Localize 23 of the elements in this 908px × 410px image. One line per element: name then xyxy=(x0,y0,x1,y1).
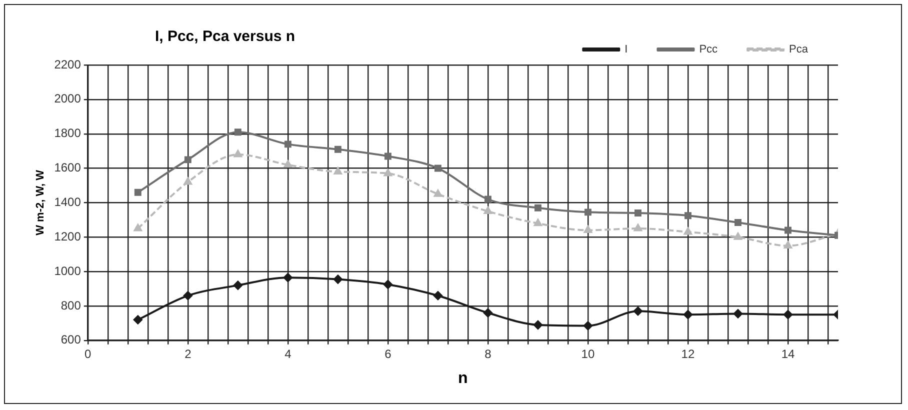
legend-label: I xyxy=(624,44,628,56)
y-tick-label: 1200 xyxy=(54,229,82,244)
x-tick-label: 2 xyxy=(184,346,192,361)
y-tick-label: 600 xyxy=(60,332,82,347)
legend-label: Pca xyxy=(789,44,809,56)
y-tick-label: 800 xyxy=(60,298,82,312)
y-tick-label: 2000 xyxy=(54,92,82,106)
chart-title: I, Pcc, Pca versus n xyxy=(154,28,296,45)
y-axis-title: W m-2, W, W xyxy=(34,169,47,236)
x-tick-label: 12 xyxy=(681,346,695,361)
y-tick-label: 1400 xyxy=(54,195,82,210)
legend-label: Pcc xyxy=(699,44,718,56)
x-axis-title: n xyxy=(458,370,468,387)
x-tick-label: 14 xyxy=(781,346,795,361)
x-tick-label: 4 xyxy=(284,346,292,361)
x-tick-label: 0 xyxy=(84,346,92,361)
x-tick-label: 10 xyxy=(581,346,595,361)
x-tick-label: 6 xyxy=(384,346,392,361)
y-tick-label: 1000 xyxy=(54,264,82,278)
y-tick-label: 1600 xyxy=(54,160,82,175)
y-tick-label: 2200 xyxy=(54,57,82,72)
x-tick-label: 8 xyxy=(484,346,492,361)
y-tick-label: 1800 xyxy=(54,126,82,140)
